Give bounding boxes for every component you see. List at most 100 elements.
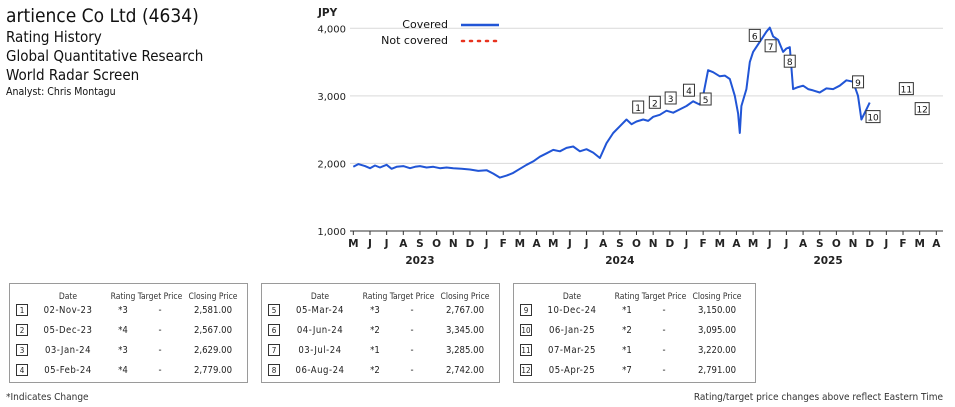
rating-number-badge: 8	[268, 364, 280, 376]
target-price-cell: -	[158, 305, 162, 316]
x-month-label: M	[548, 238, 558, 250]
target-price-cell: -	[662, 325, 666, 336]
table-row: 11 07-Mar-25 *1 - 3,220.00	[514, 344, 755, 360]
rating-marker-label: 4	[686, 87, 692, 97]
x-month-label: N	[849, 238, 858, 250]
target-price-cell: -	[158, 345, 162, 356]
subtitle-research-group: Global Quantitative Research	[6, 47, 204, 65]
x-year-label: 2024	[605, 255, 634, 267]
footnote-time: Rating/target price changes above reflec…	[693, 392, 943, 403]
x-month-label: S	[616, 238, 624, 250]
closing-price-cell: 2,581.00	[193, 305, 233, 316]
rating-marker-label: 8	[787, 58, 793, 68]
rating-cell: *4	[118, 365, 128, 376]
x-month-label: O	[832, 238, 841, 250]
x-month-label: A	[799, 238, 808, 250]
x-month-label: O	[632, 238, 641, 250]
closing-price-cell: 2,742.00	[445, 365, 485, 376]
table-col-header: Closing Price	[188, 292, 238, 302]
rating-marker-label: 7	[768, 43, 774, 53]
rating-marker-box	[748, 28, 761, 42]
table-row: 7 03-Jul-24 *1 - 3,285.00	[262, 344, 499, 360]
target-price-cell: -	[662, 305, 666, 316]
rating-number-badge: 9	[520, 304, 532, 316]
table-row: 6 04-Jun-24 *2 - 3,345.00	[262, 324, 499, 340]
x-month-label: J	[367, 238, 372, 250]
rating-number-badge: 7	[268, 344, 280, 356]
x-month-label: N	[649, 238, 658, 250]
x-month-label: J	[684, 238, 689, 250]
x-month-label: A	[399, 238, 408, 250]
rating-cell: *3	[118, 345, 128, 356]
table-row: 9 10-Dec-24 *1 - 3,150.00	[514, 304, 755, 320]
table-row: 2 05-Dec-23 *4 - 2,567.00	[10, 324, 247, 340]
date-cell: 03-Jul-24	[298, 345, 342, 356]
table-col-header: Rating	[110, 292, 136, 302]
date-cell: 10-Dec-24	[547, 305, 597, 316]
target-price-cell: -	[158, 365, 162, 376]
x-month-label: F	[899, 238, 906, 250]
table-row: 3 03-Jan-24 *3 - 2,629.00	[10, 344, 247, 360]
table-row: 1 02-Nov-23 *3 - 2,581.00	[10, 304, 247, 320]
closing-price-cell: 3,220.00	[697, 345, 737, 356]
target-price-cell: -	[410, 365, 414, 376]
date-cell: 05-Mar-24	[296, 305, 344, 316]
rating-cell: *1	[622, 345, 632, 356]
rating-marker-box	[632, 100, 645, 114]
table-col-header: Target Price	[137, 292, 183, 302]
rating-marker-box	[852, 75, 865, 89]
rating-cell: *4	[118, 325, 128, 336]
x-month-label: J	[783, 238, 788, 250]
closing-price-cell: 2,767.00	[445, 305, 485, 316]
date-cell: 04-Jun-24	[296, 325, 344, 336]
rating-cell: *3	[118, 305, 128, 316]
table-col-header: Date	[310, 292, 330, 302]
target-price-cell: -	[410, 325, 414, 336]
x-month-label: M	[348, 238, 358, 250]
rating-cell: *3	[370, 305, 380, 316]
x-month-label: S	[816, 238, 824, 250]
date-cell: 06-Aug-24	[295, 365, 345, 376]
x-month-label: A	[932, 238, 941, 250]
x-month-label: J	[384, 238, 389, 250]
date-cell: 05-Feb-24	[44, 365, 92, 376]
rating-marker-box	[764, 39, 777, 53]
table-col-header: Date	[58, 292, 78, 302]
company-title: artience Co Ltd (4634)	[6, 5, 199, 27]
analyst-name: Analyst: Chris Montagu	[6, 86, 116, 98]
rating-cell: *1	[370, 345, 380, 356]
rating-cell: *2	[370, 325, 380, 336]
x-month-label: D	[665, 238, 674, 250]
rating-table-1: Date Rating Target Price Closing Price 1 02-N…	[9, 283, 248, 383]
date-cell: 06-Jan-25	[548, 325, 596, 336]
rating-number-badge: 12	[520, 364, 532, 376]
y-tick-label: 3,000	[317, 92, 346, 103]
closing-price-cell: 2,629.00	[193, 345, 233, 356]
rating-table-3: Date Rating Target Price Closing Price 9 10-D…	[513, 283, 756, 383]
closing-price-cell: 2,779.00	[193, 365, 233, 376]
table-row: 8 06-Aug-24 *2 - 2,742.00	[262, 364, 499, 380]
y-axis-label: JPY	[317, 7, 338, 19]
report-header: artience Co Ltd (4634) Rating History Gl…	[6, 4, 306, 99]
y-tick-label: 1,000	[317, 227, 346, 238]
x-month-label: M	[748, 238, 758, 250]
rating-number-badge: 11	[520, 344, 532, 356]
footnote-change: *Indicates Change	[6, 392, 89, 403]
rating-cell: *2	[622, 325, 632, 336]
x-month-label: J	[484, 238, 489, 250]
rating-number-badge: 3	[16, 344, 28, 356]
x-month-label: J	[567, 238, 572, 250]
date-cell: 02-Nov-23	[43, 305, 93, 316]
closing-price-cell: 3,285.00	[445, 345, 485, 356]
subtitle-rating-history: Rating History	[6, 28, 102, 46]
table-col-header: Closing Price	[692, 292, 742, 302]
table-col-header: Target Price	[389, 292, 435, 302]
rating-marker-box	[699, 92, 712, 106]
x-month-label: M	[914, 238, 924, 250]
table-col-header: Rating	[362, 292, 388, 302]
rating-cell: *2	[370, 365, 380, 376]
table-row: 5 05-Mar-24 *3 - 2,767.00	[262, 304, 499, 320]
legend-label-not-covered: Not covered	[381, 34, 448, 47]
rating-marker-label: 2	[652, 99, 658, 109]
